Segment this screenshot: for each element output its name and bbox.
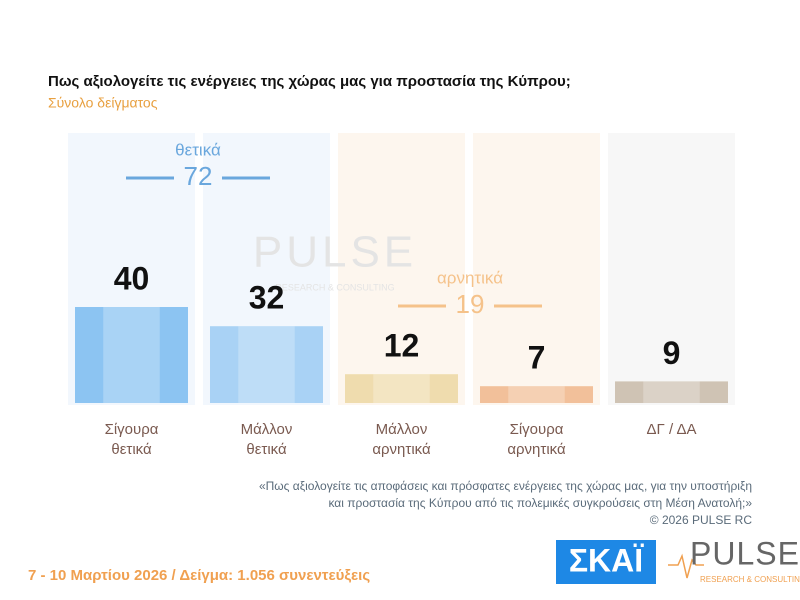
value-label: 9 [663,335,681,371]
skai-logo-bg [556,540,656,584]
bar-highlight [508,386,565,403]
pulse-logo-line [668,553,704,579]
note: «Πως αξιολογείτε τις αποφάσεις και πρόσφ… [259,479,752,493]
chart-title: Πως αξιολογείτε τις ενέργειες της χώρας … [48,73,571,90]
category-label: Σίγουρα θετικά [104,421,159,458]
bar [615,381,728,403]
category-label: Μάλλον θετικά [240,421,293,458]
marks: 40 32 12 7 9 θετικά 72 αρνητικά 19 [75,140,728,403]
value-label: 40 [114,260,150,296]
pulse-logo-sub: RESEARCH & CONSULTING [700,575,800,584]
panels [68,133,735,405]
panel [338,133,465,405]
bar [75,307,188,403]
value-label: 12 [384,328,420,364]
value-label: 32 [249,280,285,316]
footer: 7 - 10 Μαρτίου 2026 / Δείγμα: 1.056 συνε… [28,567,370,584]
copyright: © 2026 PULSE RC [650,513,753,527]
chart-subtitle: Σύνολο δείγματος [48,95,158,111]
bar-highlight [373,374,430,403]
skai-logo: ΣΚΑΪ [569,542,644,578]
watermark-sub: RESEARCH & CONSULTING [275,282,394,292]
category-label: ΔΓ / ΔΑ [646,421,697,438]
watermark: PULSE [253,228,417,277]
category-label: Μάλλον αρνητικά [372,421,431,458]
bar-highlight [238,326,295,403]
group-value: 19 [456,289,485,319]
panel [608,133,735,405]
group-value: 72 [184,161,213,191]
category-label: Σίγουρα αρνητικά [507,421,566,458]
bar [480,386,593,403]
bar [210,326,323,403]
group-label: θετικά [175,140,221,159]
panel [473,133,600,405]
group-label: αρνητικά [437,268,503,287]
pulse-logo: PULSE [690,535,800,571]
value-label: 7 [528,340,546,376]
bar-highlight [643,381,700,403]
bar-highlight [103,307,160,403]
note: και προστασία της Κύπρου από τις πολεμικ… [328,496,752,510]
bar [345,374,458,403]
